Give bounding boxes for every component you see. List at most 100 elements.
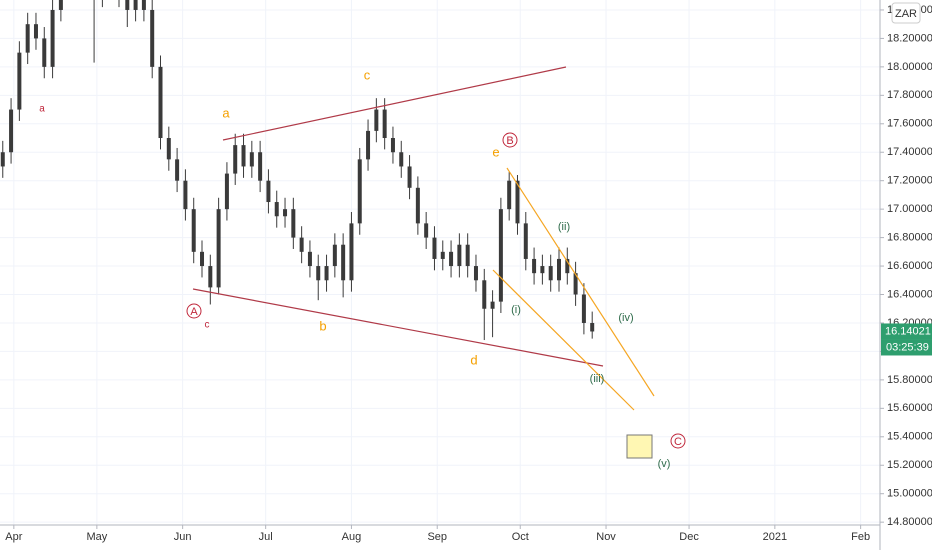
channel-line (506, 167, 655, 397)
last-price-box (881, 323, 932, 340)
candle-body (515, 180, 520, 224)
candle-body (399, 152, 404, 167)
currency-box (891, 2, 921, 24)
x-tick-label: 2021 (763, 531, 787, 543)
wave-label: C (674, 436, 682, 448)
channel-line (492, 269, 635, 411)
candle-body (432, 237, 437, 259)
candle-body (490, 301, 495, 309)
candle-body (457, 244, 462, 267)
y-tick-label: 17.40000 (887, 146, 932, 158)
currency: ZAR (895, 8, 917, 20)
x-tick-label: Aug (342, 531, 362, 543)
axes: 14.80000 15.00000 15.20000 15.40000 15.60000… (5, 4, 932, 543)
candle-body (324, 266, 329, 281)
candle-body (233, 145, 238, 174)
candle-body (0, 152, 5, 167)
candle-body (299, 237, 304, 252)
countdown: 03:25:39 (886, 341, 929, 353)
candle-body (316, 266, 321, 281)
candle-body (390, 138, 395, 153)
candle-body (532, 258, 537, 274)
candle-body (150, 9, 155, 67)
candle-body (590, 322, 595, 332)
candle-body (407, 166, 412, 188)
candles (0, 0, 595, 341)
wave-label: (ii) (558, 221, 570, 233)
y-tick-label: 15.20000 (887, 459, 932, 471)
wave-label: (v) (658, 458, 671, 470)
wave-label: B (506, 135, 513, 147)
y-tick-label: 17.20000 (887, 175, 932, 187)
x-tick-label: Jun (174, 531, 192, 543)
target-box (626, 434, 653, 459)
candle-body (291, 209, 296, 238)
trend-line (192, 288, 604, 367)
candle-body (224, 173, 229, 210)
candle-body (357, 159, 362, 224)
wave-label: b (319, 318, 326, 333)
candle-body (482, 280, 487, 309)
drawings: a Ac a b c d eB C (i) (ii) (iii) (iv) (v) (39, 66, 686, 470)
candle-body (565, 258, 570, 274)
wave-label: a (222, 105, 230, 120)
candle-body (573, 273, 578, 295)
candle-body (498, 209, 503, 302)
candle-body (183, 180, 188, 210)
x-tick-label: Apr (5, 531, 22, 543)
candle-body (556, 258, 561, 281)
y-tick-label: 16.60000 (887, 260, 932, 272)
y-tick-label: 15.80000 (887, 374, 932, 386)
candle-body (216, 209, 221, 288)
candle-body (249, 152, 254, 167)
wave-label: e (492, 144, 499, 159)
y-tick-label: 17.60000 (887, 118, 932, 130)
candle-body (382, 109, 387, 139)
candle-body (440, 251, 445, 259)
y-tick-label: 15.00000 (887, 488, 932, 500)
candle-body (341, 244, 346, 281)
candle-body (349, 223, 354, 281)
candle-body (33, 24, 38, 39)
candle-body (374, 109, 379, 131)
y-tick-label: 16.40000 (887, 288, 932, 300)
candle-body (332, 244, 337, 267)
y-tick-label: 15.40000 (887, 431, 932, 443)
last-price: 16.14021 (885, 325, 931, 337)
candle-body (241, 145, 246, 167)
candle-body (266, 180, 271, 203)
candle-body (540, 266, 545, 274)
wave-label: A (190, 306, 198, 318)
candle-body (166, 138, 171, 160)
candle-body (548, 266, 553, 281)
candle-body (581, 294, 586, 323)
y-tick-label: 14.80000 (887, 516, 932, 528)
candle-body (9, 109, 14, 153)
candle-body (415, 187, 420, 224)
candle-body (473, 266, 478, 281)
wave-label: (iii) (590, 373, 605, 385)
candle-body (465, 244, 470, 267)
y-tick-label: 17.80000 (887, 89, 932, 101)
candle-body (523, 223, 528, 259)
candle-body (175, 159, 180, 181)
candle-body (141, 0, 146, 10)
y-tick-label: 17.00000 (887, 203, 932, 215)
wave-label: (i) (511, 304, 521, 316)
candle-body (17, 52, 22, 110)
candle-body (125, 0, 130, 10)
x-tick-label: Feb (851, 531, 870, 543)
countdown-box (881, 339, 932, 356)
wave-circle (186, 303, 202, 319)
candle-body (307, 251, 312, 267)
candle-body (42, 38, 47, 67)
x-tick-label: Dec (679, 531, 699, 543)
wave-label: d (470, 352, 477, 367)
x-tick-label: Jul (259, 531, 273, 543)
wave-label: a (39, 104, 45, 115)
candle-body (424, 223, 429, 238)
candle-body (158, 66, 163, 139)
candle-body (274, 202, 279, 217)
candle-body (366, 130, 371, 160)
x-tick-label: Oct (512, 531, 529, 543)
